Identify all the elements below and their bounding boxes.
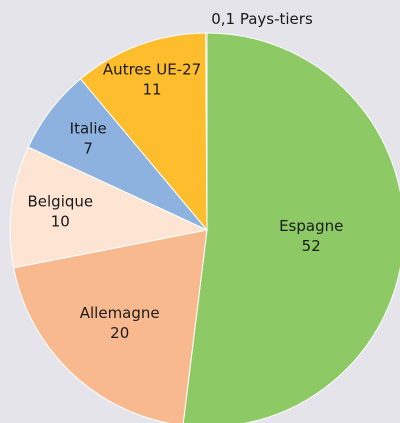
category-label: Pays-tiers	[240, 10, 313, 28]
pie-slice	[182, 32, 400, 423]
slice-label: Allemagne	[80, 304, 160, 322]
value-label: 11	[143, 81, 162, 99]
slice-label: Espagne	[279, 217, 343, 235]
pie-slice	[13, 229, 208, 423]
value-label: 7	[83, 139, 93, 157]
slice-label: 0,1 Pays-tiers	[211, 10, 313, 28]
value-label: 0,1	[211, 10, 235, 28]
pie-slice	[205, 32, 208, 231]
slice-label: Belgique	[28, 193, 94, 211]
value-label: 20	[110, 324, 129, 342]
value-label: 10	[51, 213, 70, 231]
pie-slice	[9, 146, 209, 269]
pie-slice	[79, 32, 208, 232]
slice-label: Autres UE-27	[103, 61, 201, 79]
value-label: 52	[302, 237, 321, 255]
slice-label: Italie	[70, 119, 107, 137]
